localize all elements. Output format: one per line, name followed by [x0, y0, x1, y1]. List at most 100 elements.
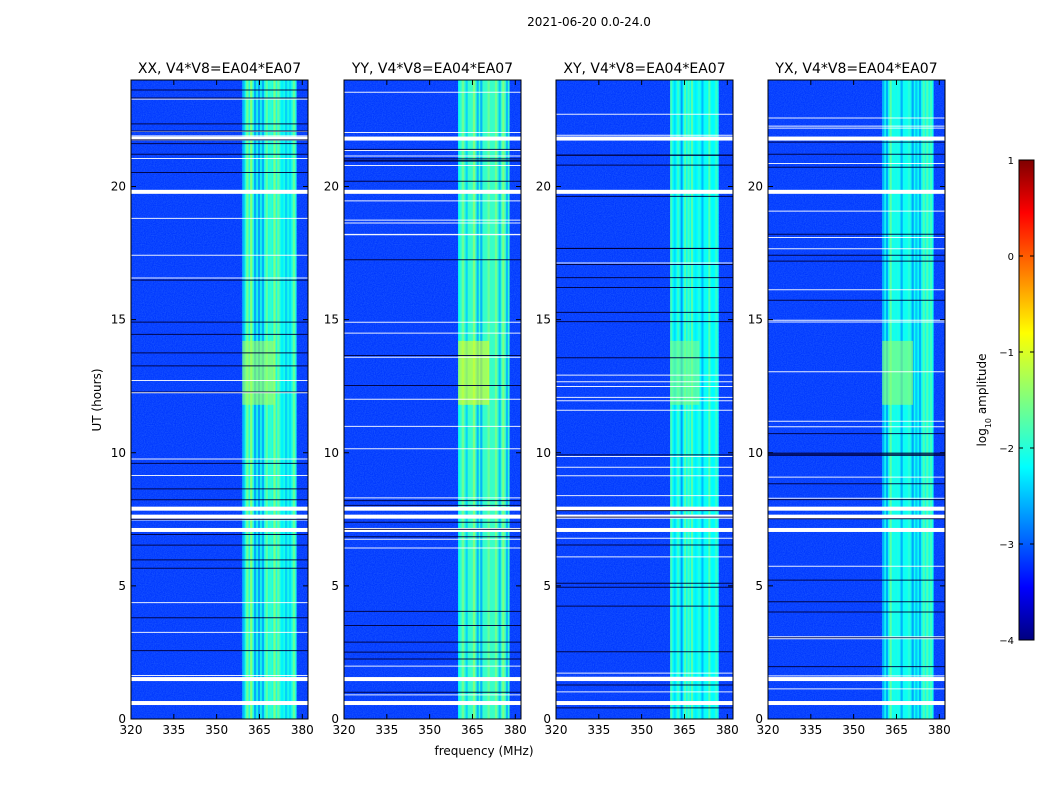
signal-stripe — [281, 80, 284, 719]
x-tick-label: 320 — [120, 723, 143, 737]
y-tick-label: 10 — [111, 446, 126, 460]
flagged-row — [556, 506, 733, 511]
panel-frame — [767, 79, 946, 720]
flagged-row — [768, 514, 945, 519]
signal-stripe — [715, 80, 718, 719]
x-tick-label: 350 — [418, 723, 441, 737]
signal-stripe — [708, 80, 711, 719]
flagged-row — [344, 136, 521, 141]
y-axis-label: UT (hours) — [90, 368, 104, 431]
y-tick-label: 0 — [543, 712, 551, 726]
y-tick-label: 20 — [748, 180, 763, 194]
peak-emission — [670, 340, 700, 405]
flagged-row — [131, 136, 308, 141]
x-tick-label: 380 — [291, 723, 314, 737]
panel-2: YY, V4*V8=EA04*EA07 320 335 350 365 380 0 5 10 15… — [324, 61, 527, 737]
x-tick-label: 380 — [504, 723, 527, 737]
flagged-row — [768, 136, 945, 141]
y-tick-label: 20 — [536, 180, 551, 194]
flagged-row — [344, 677, 521, 682]
panel-frame — [555, 79, 734, 720]
x-tick-label: 320 — [333, 723, 356, 737]
colorbar-tick-label: 0 — [1008, 252, 1014, 263]
y-tick-label: 15 — [536, 313, 551, 327]
y-tick-label: 10 — [324, 446, 339, 460]
signal-stripe — [711, 80, 714, 719]
flagged-row — [344, 506, 521, 511]
panel-3: XY, V4*V8=EA04*EA07 320 335 350 365 380 0 5 10 15… — [536, 61, 739, 737]
panel-frame — [343, 79, 522, 720]
x-axis-label: frequency (MHz) — [434, 744, 533, 758]
colorbar: 1 0 −1 −2 −3 −4 log10 amplitude — [975, 156, 1035, 647]
signal-stripe — [284, 80, 288, 719]
signal-stripe — [922, 80, 925, 719]
colorbar-label: log10 amplitude — [975, 354, 993, 447]
signal-stripe — [292, 80, 296, 719]
x-tick-label: 335 — [587, 723, 610, 737]
flagged-row — [768, 189, 945, 194]
y-tick-label: 5 — [755, 579, 763, 593]
flagged-row — [344, 701, 521, 706]
peak-emission — [882, 340, 914, 405]
y-tick-label: 10 — [536, 446, 551, 460]
x-tick-label: 335 — [799, 723, 822, 737]
panel-title: YX, V4*V8=EA04*EA07 — [774, 61, 937, 77]
flagged-row — [344, 189, 521, 194]
y-tick-label: 15 — [111, 313, 126, 327]
y-tick-label: 0 — [118, 712, 126, 726]
colorbar-tick-label: −3 — [999, 540, 1014, 551]
panel-title: XY, V4*V8=EA04*EA07 — [563, 61, 725, 77]
x-tick-label: 365 — [885, 723, 908, 737]
peak-emission — [242, 340, 275, 405]
signal-stripe — [918, 80, 922, 719]
panel-4: YX, V4*V8=EA04*EA07 320 335 350 365 380 0 5 10 15… — [748, 61, 951, 737]
y-tick-label: 0 — [331, 712, 339, 726]
flagged-row — [768, 506, 945, 511]
colorbar-gradient — [1018, 159, 1035, 641]
flagged-row — [556, 189, 733, 194]
flagged-row — [768, 527, 945, 532]
panel-title: XX, V4*V8=EA04*EA07 — [138, 61, 301, 77]
y-tick-label: 5 — [543, 579, 551, 593]
x-tick-label: 350 — [630, 723, 653, 737]
y-tick-label: 0 — [755, 712, 763, 726]
x-tick-label: 350 — [842, 723, 865, 737]
y-tick-label: 20 — [111, 180, 126, 194]
flagged-row — [131, 677, 308, 682]
x-tick-label: 335 — [162, 723, 185, 737]
flagged-row — [556, 527, 733, 532]
flagged-row — [556, 677, 733, 682]
panel-frame — [130, 79, 309, 720]
flagged-row — [556, 701, 733, 706]
colorbar-tick-label: −4 — [999, 636, 1014, 647]
signal-stripe — [929, 80, 933, 719]
flagged-row — [131, 527, 308, 532]
x-tick-label: 350 — [205, 723, 228, 737]
x-tick-label: 365 — [461, 723, 484, 737]
x-tick-label: 320 — [545, 723, 568, 737]
y-tick-label: 5 — [331, 579, 339, 593]
x-tick-label: 380 — [928, 723, 951, 737]
signal-stripe — [915, 80, 918, 719]
flagged-row — [556, 136, 733, 141]
y-tick-label: 15 — [324, 313, 339, 327]
x-tick-label: 335 — [375, 723, 398, 737]
signal-stripe — [288, 80, 292, 719]
signal-stripe — [926, 80, 929, 719]
x-tick-label: 320 — [757, 723, 780, 737]
y-tick-label: 20 — [324, 180, 339, 194]
flagged-row — [344, 527, 521, 532]
x-tick-label: 365 — [673, 723, 696, 737]
figure-title: 2021-06-20 0.0-24.0 — [527, 15, 651, 29]
flagged-row — [344, 514, 521, 519]
signal-stripe — [277, 80, 280, 719]
y-tick-label: 15 — [748, 313, 763, 327]
x-tick-label: 380 — [716, 723, 739, 737]
panels: XX, V4*V8=EA04*EA07 320 335 350 365 380 0 5 10 15… — [111, 61, 951, 737]
y-tick-label: 5 — [118, 579, 126, 593]
panel-1: XX, V4*V8=EA04*EA07 320 335 350 365 380 0 5 10 15… — [111, 61, 314, 737]
colorbar-tick-label: −2 — [999, 444, 1014, 455]
x-tick-label: 365 — [248, 723, 271, 737]
peak-emission — [458, 340, 490, 405]
